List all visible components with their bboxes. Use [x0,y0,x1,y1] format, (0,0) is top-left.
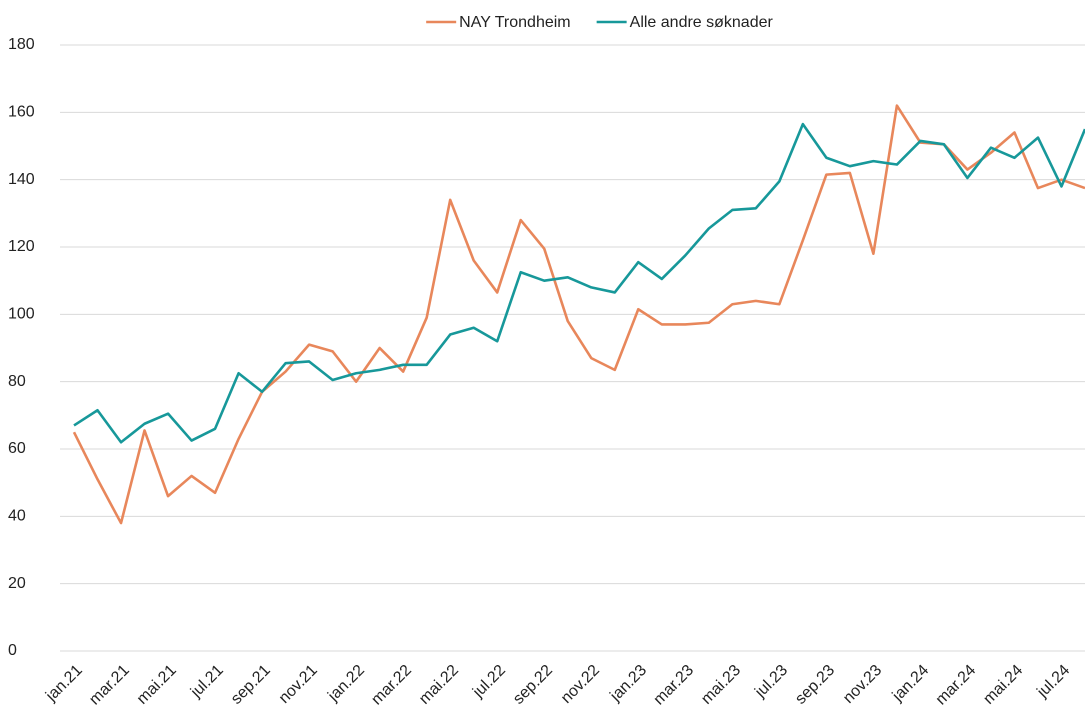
y-tick-label: 60 [8,440,26,457]
x-tick-label: mai.23 [698,662,744,708]
y-tick-label: 40 [8,508,26,525]
x-tick-label: jan.24 [889,662,933,706]
legend: NAY Trondheim Alle andre søknader [426,14,774,31]
x-tick-label: jan.22 [324,662,368,706]
y-tick-label: 120 [8,238,35,255]
x-tick-label: nov.22 [558,662,603,707]
x-tick-label: jul.22 [469,662,509,702]
x-tick-label: jul.21 [187,662,227,702]
x-tick-label: nov.21 [276,662,321,707]
y-tick-label: 140 [8,171,35,188]
x-tick-label: sep.22 [510,662,556,708]
x-tick-label: mai.24 [980,662,1026,708]
x-tick-label: mar.23 [651,662,698,709]
y-tick-label: 160 [8,104,35,121]
x-tick-label: jan.23 [607,662,651,706]
y-tick-label: 180 [8,36,35,53]
x-tick-label: jan.21 [42,662,86,706]
x-tick-label: jul.24 [1034,662,1074,702]
x-tick-label: mar.24 [933,662,980,709]
series-line [73,122,1085,444]
legend-label: Alle andre søknader [630,14,774,31]
y-tick-label: 20 [8,575,26,592]
x-tick-label: sep.21 [228,662,274,708]
x-tick-label: nov.23 [840,662,885,707]
y-tick-label: 0 [8,642,17,659]
x-tick-label: jul.23 [751,662,791,702]
legend-item: NAY Trondheim [426,14,571,31]
x-tick-label: mar.22 [368,662,415,709]
series-line [72,104,1085,525]
y-tick-label: 80 [8,373,26,390]
x-tick-label: sep.23 [792,662,838,708]
legend-item: Alle andre søknader [596,14,774,31]
y-tick-label: 100 [8,306,35,323]
x-tick-label: mar.21 [86,662,133,709]
x-tick-label: mai.21 [134,662,180,708]
legend-label: NAY Trondheim [459,14,570,31]
x-tick-label: mai.22 [416,662,462,708]
